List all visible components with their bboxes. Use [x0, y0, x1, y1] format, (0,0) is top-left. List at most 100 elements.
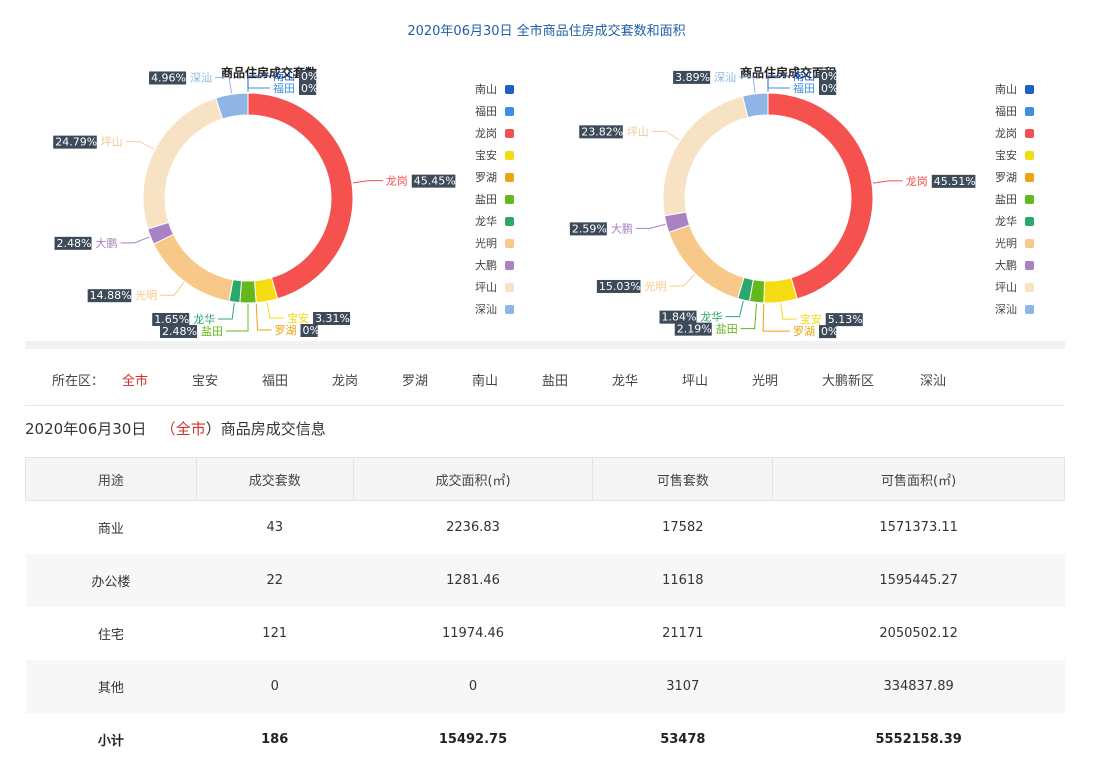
table-row: 其他 0 0 3107 334837.89: [25, 660, 1065, 713]
percent-label-box: [825, 313, 863, 327]
filter-item-dapeng[interactable]: 大鹏新区: [822, 374, 875, 389]
slice-name-label: 南山: [793, 70, 815, 83]
filter-item-shenshan[interactable]: 深汕: [920, 374, 947, 389]
percent-label-box: [299, 82, 317, 95]
cell-area-available: 1595445.27: [772, 554, 1065, 607]
legend-item[interactable]: 光明: [475, 232, 514, 254]
percent-label: 0%: [302, 324, 319, 337]
percent-label: 2.59%: [572, 222, 607, 235]
slice-name-label: 深汕: [714, 71, 736, 84]
label-leader-line: [255, 303, 272, 331]
legend-item[interactable]: 光明: [995, 232, 1034, 254]
legend-item[interactable]: 大鹏: [995, 254, 1034, 276]
filter-item-all[interactable]: 全市: [122, 374, 149, 389]
slice-name-label: 大鹏: [96, 236, 118, 250]
pie-chart-area: 商品住房成交面积 南山 0% 福田 0% 龙岗 45.51% 宝安 5.13% 罗湖 0% 盐田 2.…: [520, 58, 1093, 339]
legend-label: 罗湖: [995, 171, 1017, 184]
legend-item[interactable]: 南山: [475, 78, 514, 100]
legend-item[interactable]: 深汕: [995, 298, 1034, 320]
legend-item[interactable]: 宝安: [475, 144, 514, 166]
table-row: 商业 43 2236.83 17582 1571373.11: [26, 501, 1065, 555]
legend-item[interactable]: 盐田: [475, 188, 514, 210]
cell-usage: 其他: [25, 660, 197, 713]
donut-slice-宝安: [763, 277, 798, 304]
percent-label-box: [569, 222, 607, 236]
percent-label: 4.96%: [151, 71, 186, 84]
filter-item-yantian[interactable]: 盐田: [542, 374, 569, 389]
legend-item[interactable]: 坪山: [995, 276, 1034, 298]
cell-area-sold: 0: [353, 660, 593, 713]
cell-units-available: 3107: [592, 660, 773, 713]
legend-label: 龙岗: [995, 127, 1017, 140]
legend-item[interactable]: 南山: [995, 78, 1034, 100]
transaction-table: 用途 成交套数 成交面积(㎡) 可售套数 可售面积(㎡) 商业 43 2236.…: [25, 457, 1065, 766]
filter-item-guangming[interactable]: 光明: [752, 374, 779, 389]
percent-label-box: [931, 174, 976, 188]
heading-region: 全市: [175, 420, 206, 438]
filter-item-longgang[interactable]: 龙岗: [332, 374, 359, 389]
slice-name-label: 宝安: [800, 312, 822, 326]
header-units-available: 可售套数: [592, 457, 774, 501]
slice-name-label: 坪山: [627, 125, 649, 138]
slice-name-label: 福田: [793, 81, 815, 95]
heading-suffix: 商品房成交信息: [220, 420, 326, 438]
percent-label: 1.84%: [662, 311, 697, 324]
legend-swatch: [505, 216, 514, 226]
label-leader-line: [725, 300, 744, 318]
legend-item[interactable]: 宝安: [995, 144, 1034, 166]
cell-units-available: 21171: [662, 626, 704, 641]
legend-item[interactable]: 龙岗: [995, 122, 1034, 144]
district-filter-bar: 所在区： 全市 宝安 福田 龙岗 罗湖 南山 盐田 龙华 坪山 光明 大鹏新区 …: [25, 350, 1065, 406]
legend-item[interactable]: 盐田: [995, 188, 1034, 210]
legend-swatch: [1025, 128, 1034, 138]
legend-item[interactable]: 福田: [995, 100, 1034, 122]
cell-area-available: 2050502.12: [879, 626, 958, 641]
percent-label-box: [819, 325, 837, 339]
filter-item-longhua[interactable]: 龙华: [612, 374, 639, 389]
percent-label-box: [659, 310, 697, 324]
legend-item[interactable]: 龙华: [475, 210, 514, 232]
slice-name-label: 龙岗: [906, 175, 928, 188]
slice-name-label: 南山: [273, 70, 295, 83]
legend-label: 深汕: [475, 303, 497, 316]
legend-item[interactable]: 深汕: [475, 298, 514, 320]
slice-name-label: 罗湖: [793, 325, 815, 338]
legend-label: 南山: [995, 83, 1017, 96]
slice-name-label: 光明: [135, 288, 157, 302]
chart-title: 商品住房成交套数: [221, 66, 318, 80]
percent-label: 0%: [821, 82, 838, 95]
filter-item-baoan[interactable]: 宝安: [192, 374, 219, 389]
legend-label: 坪山: [475, 281, 497, 294]
filter-item-futian[interactable]: 福田: [262, 374, 289, 389]
percent-label: 0%: [301, 70, 318, 83]
legend-swatch: [1025, 194, 1034, 204]
filter-item-nanshan[interactable]: 南山: [472, 374, 499, 389]
legend-item[interactable]: 福田: [475, 100, 514, 122]
percent-label: 45.51%: [934, 175, 976, 188]
legend-label: 宝安: [995, 149, 1017, 162]
legend-item[interactable]: 龙岗: [475, 122, 514, 144]
legend-label: 罗湖: [475, 171, 497, 184]
legend-label: 福田: [995, 105, 1017, 118]
percent-label: 0%: [821, 70, 838, 83]
legend-label: 龙华: [475, 215, 497, 228]
cell-area-available: 1571373.11: [879, 520, 958, 535]
label-leader-line: [780, 303, 797, 320]
label-leader-line: [218, 303, 235, 320]
legend-item[interactable]: 坪山: [475, 276, 514, 298]
legend-item[interactable]: 罗湖: [475, 166, 514, 188]
legend-item[interactable]: 龙华: [995, 210, 1034, 232]
pie-chart-units: 商品住房成交套数 南山 0% 福田 0% 龙岗 45.45% 宝安 3.31% 罗湖 0% 盐田 2.…: [0, 58, 540, 338]
slice-name-label: 罗湖: [274, 324, 296, 337]
legend-item[interactable]: 大鹏: [475, 254, 514, 276]
percent-label: 1.65%: [154, 313, 189, 326]
label-leader-line: [247, 87, 270, 92]
legend-item[interactable]: 罗湖: [995, 166, 1034, 188]
legend-swatch: [1025, 238, 1034, 248]
label-leader-line: [669, 274, 695, 287]
slice-name-label: 宝安: [287, 311, 309, 325]
filter-item-pingshan[interactable]: 坪山: [682, 374, 709, 389]
legend-swatch: [505, 260, 514, 270]
filter-item-luohu[interactable]: 罗湖: [402, 374, 429, 389]
slice-name-label: 盐田: [201, 325, 223, 338]
